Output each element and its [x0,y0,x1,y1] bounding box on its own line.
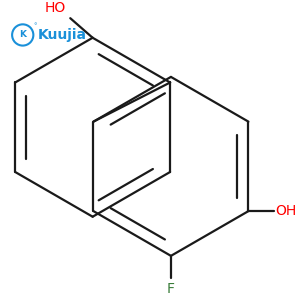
Text: OH: OH [275,204,296,218]
Text: Kuujia: Kuujia [37,28,86,42]
Text: K: K [19,31,26,40]
Text: F: F [167,282,175,296]
Text: °: ° [33,24,37,30]
Text: HO: HO [45,2,66,15]
